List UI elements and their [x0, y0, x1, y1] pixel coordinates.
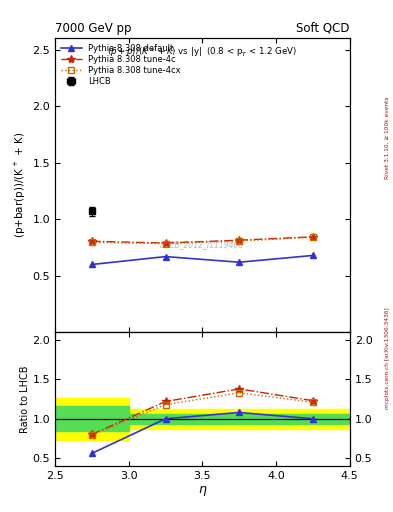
Text: $(\bar{p}+p)/(K^++K)$ vs |y|  (0.8 < p$_T$ < 1.2 GeV): $(\bar{p}+p)/(K^++K)$ vs |y| (0.8 < p$_T… [108, 46, 297, 59]
Pythia 8.308 tune-4cx [90, 240, 94, 246]
Pythia 8.308 tune-4c [310, 233, 315, 240]
X-axis label: $\eta$: $\eta$ [198, 483, 207, 498]
Pythia 8.308 tune-4c [163, 240, 168, 246]
Legend: Pythia 8.308 default, Pythia 8.308 tune-4c, Pythia 8.308 tune-4cx, LHCB: Pythia 8.308 default, Pythia 8.308 tune-… [59, 42, 183, 88]
Y-axis label: (p+bar(p))/(K$^+$ + K): (p+bar(p))/(K$^+$ + K) [13, 132, 28, 239]
Line: Pythia 8.308 tune-4c: Pythia 8.308 tune-4c [88, 232, 317, 247]
Line: Pythia 8.308 default: Pythia 8.308 default [88, 252, 316, 268]
Line: Pythia 8.308 tune-4cx: Pythia 8.308 tune-4cx [88, 234, 316, 247]
Y-axis label: Ratio to LHCB: Ratio to LHCB [20, 366, 29, 433]
Pythia 8.308 default [163, 253, 168, 260]
Pythia 8.308 default [90, 262, 94, 268]
Text: 7000 GeV pp: 7000 GeV pp [55, 22, 132, 35]
Text: LHCB_2012_I1119400: LHCB_2012_I1119400 [160, 240, 244, 249]
Pythia 8.308 default [237, 259, 242, 265]
Pythia 8.308 tune-4c [90, 238, 94, 244]
Pythia 8.308 tune-4c [237, 237, 242, 243]
Text: Soft QCD: Soft QCD [296, 22, 350, 35]
Text: mcplots.cern.ch [arXiv:1306.3436]: mcplots.cern.ch [arXiv:1306.3436] [385, 308, 390, 409]
Pythia 8.308 tune-4cx [163, 241, 168, 247]
Text: Rivet 3.1.10, ≥ 100k events: Rivet 3.1.10, ≥ 100k events [385, 97, 390, 180]
Pythia 8.308 tune-4cx [310, 234, 315, 241]
Pythia 8.308 default [310, 252, 315, 259]
Pythia 8.308 tune-4cx [237, 238, 242, 244]
